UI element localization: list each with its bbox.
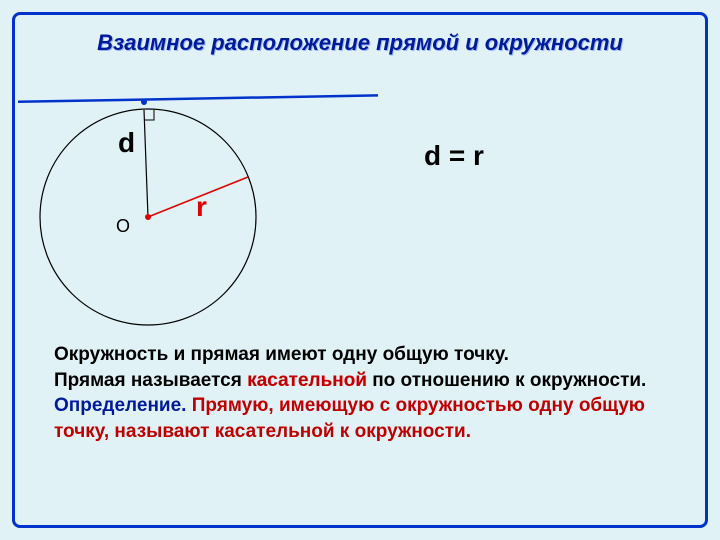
slide-title: Взаимное расположение прямой и окружност… bbox=[0, 30, 720, 56]
definition-label: Определение. bbox=[54, 395, 186, 416]
tangent-line bbox=[18, 95, 378, 102]
text-tangent-word: касательной bbox=[247, 370, 367, 391]
text-line2a: Прямая называется bbox=[54, 370, 247, 391]
text-line1: Окружность и прямая имеют одну общую точ… bbox=[54, 344, 509, 365]
perpendicular-d bbox=[144, 110, 148, 217]
tangent-point-dot bbox=[141, 99, 147, 105]
geometry-diagram: d r О bbox=[18, 72, 378, 332]
label-center-O: О bbox=[116, 216, 130, 236]
label-d: d bbox=[118, 127, 135, 158]
label-r: r bbox=[196, 191, 207, 222]
text-line2c: по отношению к окружности. bbox=[367, 370, 646, 391]
description-text: Окружность и прямая имеют одну общую точ… bbox=[54, 342, 666, 445]
right-angle-mark bbox=[144, 110, 154, 120]
corner-notch bbox=[682, 502, 710, 530]
corner-notch bbox=[10, 502, 38, 530]
center-dot bbox=[145, 214, 151, 220]
equation-d-equals-r: d = r bbox=[424, 140, 484, 172]
